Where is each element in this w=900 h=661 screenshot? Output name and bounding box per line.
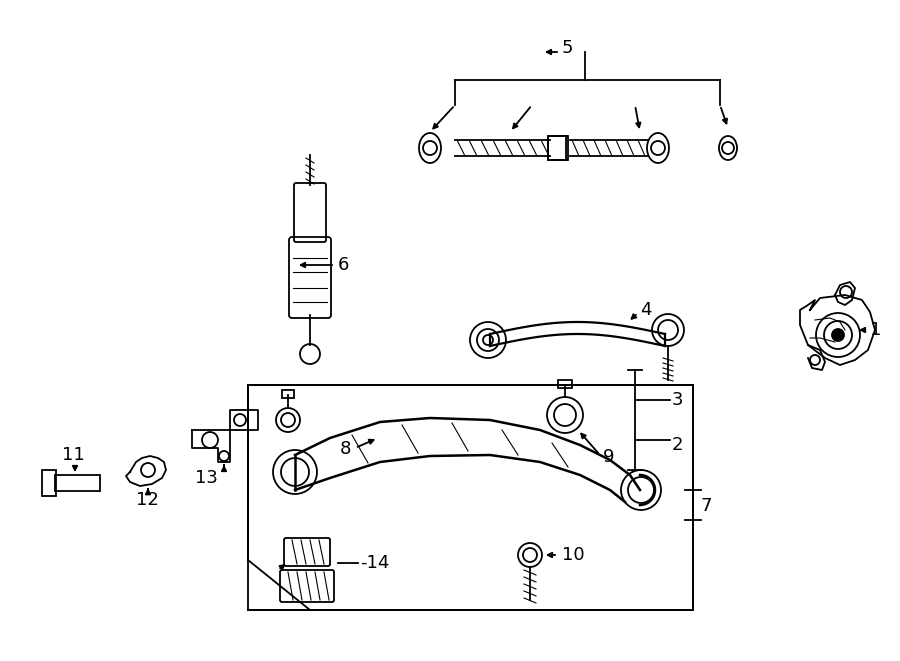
Text: 4: 4 — [640, 301, 652, 319]
Text: 5: 5 — [562, 39, 573, 57]
Text: 10: 10 — [562, 546, 585, 564]
Bar — [548, 136, 566, 160]
Text: 11: 11 — [62, 446, 85, 464]
Bar — [282, 390, 294, 398]
Bar — [42, 470, 56, 496]
Text: 2: 2 — [672, 436, 683, 454]
Text: 8: 8 — [340, 440, 351, 458]
Text: 12: 12 — [136, 491, 159, 509]
Text: -14: -14 — [360, 554, 390, 572]
Text: 7: 7 — [700, 497, 712, 515]
Text: 3: 3 — [672, 391, 683, 409]
Bar — [558, 380, 572, 388]
Circle shape — [832, 329, 844, 341]
Bar — [248, 385, 693, 610]
Bar — [55, 475, 100, 491]
Text: 9: 9 — [603, 448, 615, 466]
Bar — [548, 136, 568, 160]
Text: 1: 1 — [870, 321, 881, 339]
Text: 13: 13 — [195, 469, 218, 487]
Text: 6: 6 — [338, 256, 349, 274]
